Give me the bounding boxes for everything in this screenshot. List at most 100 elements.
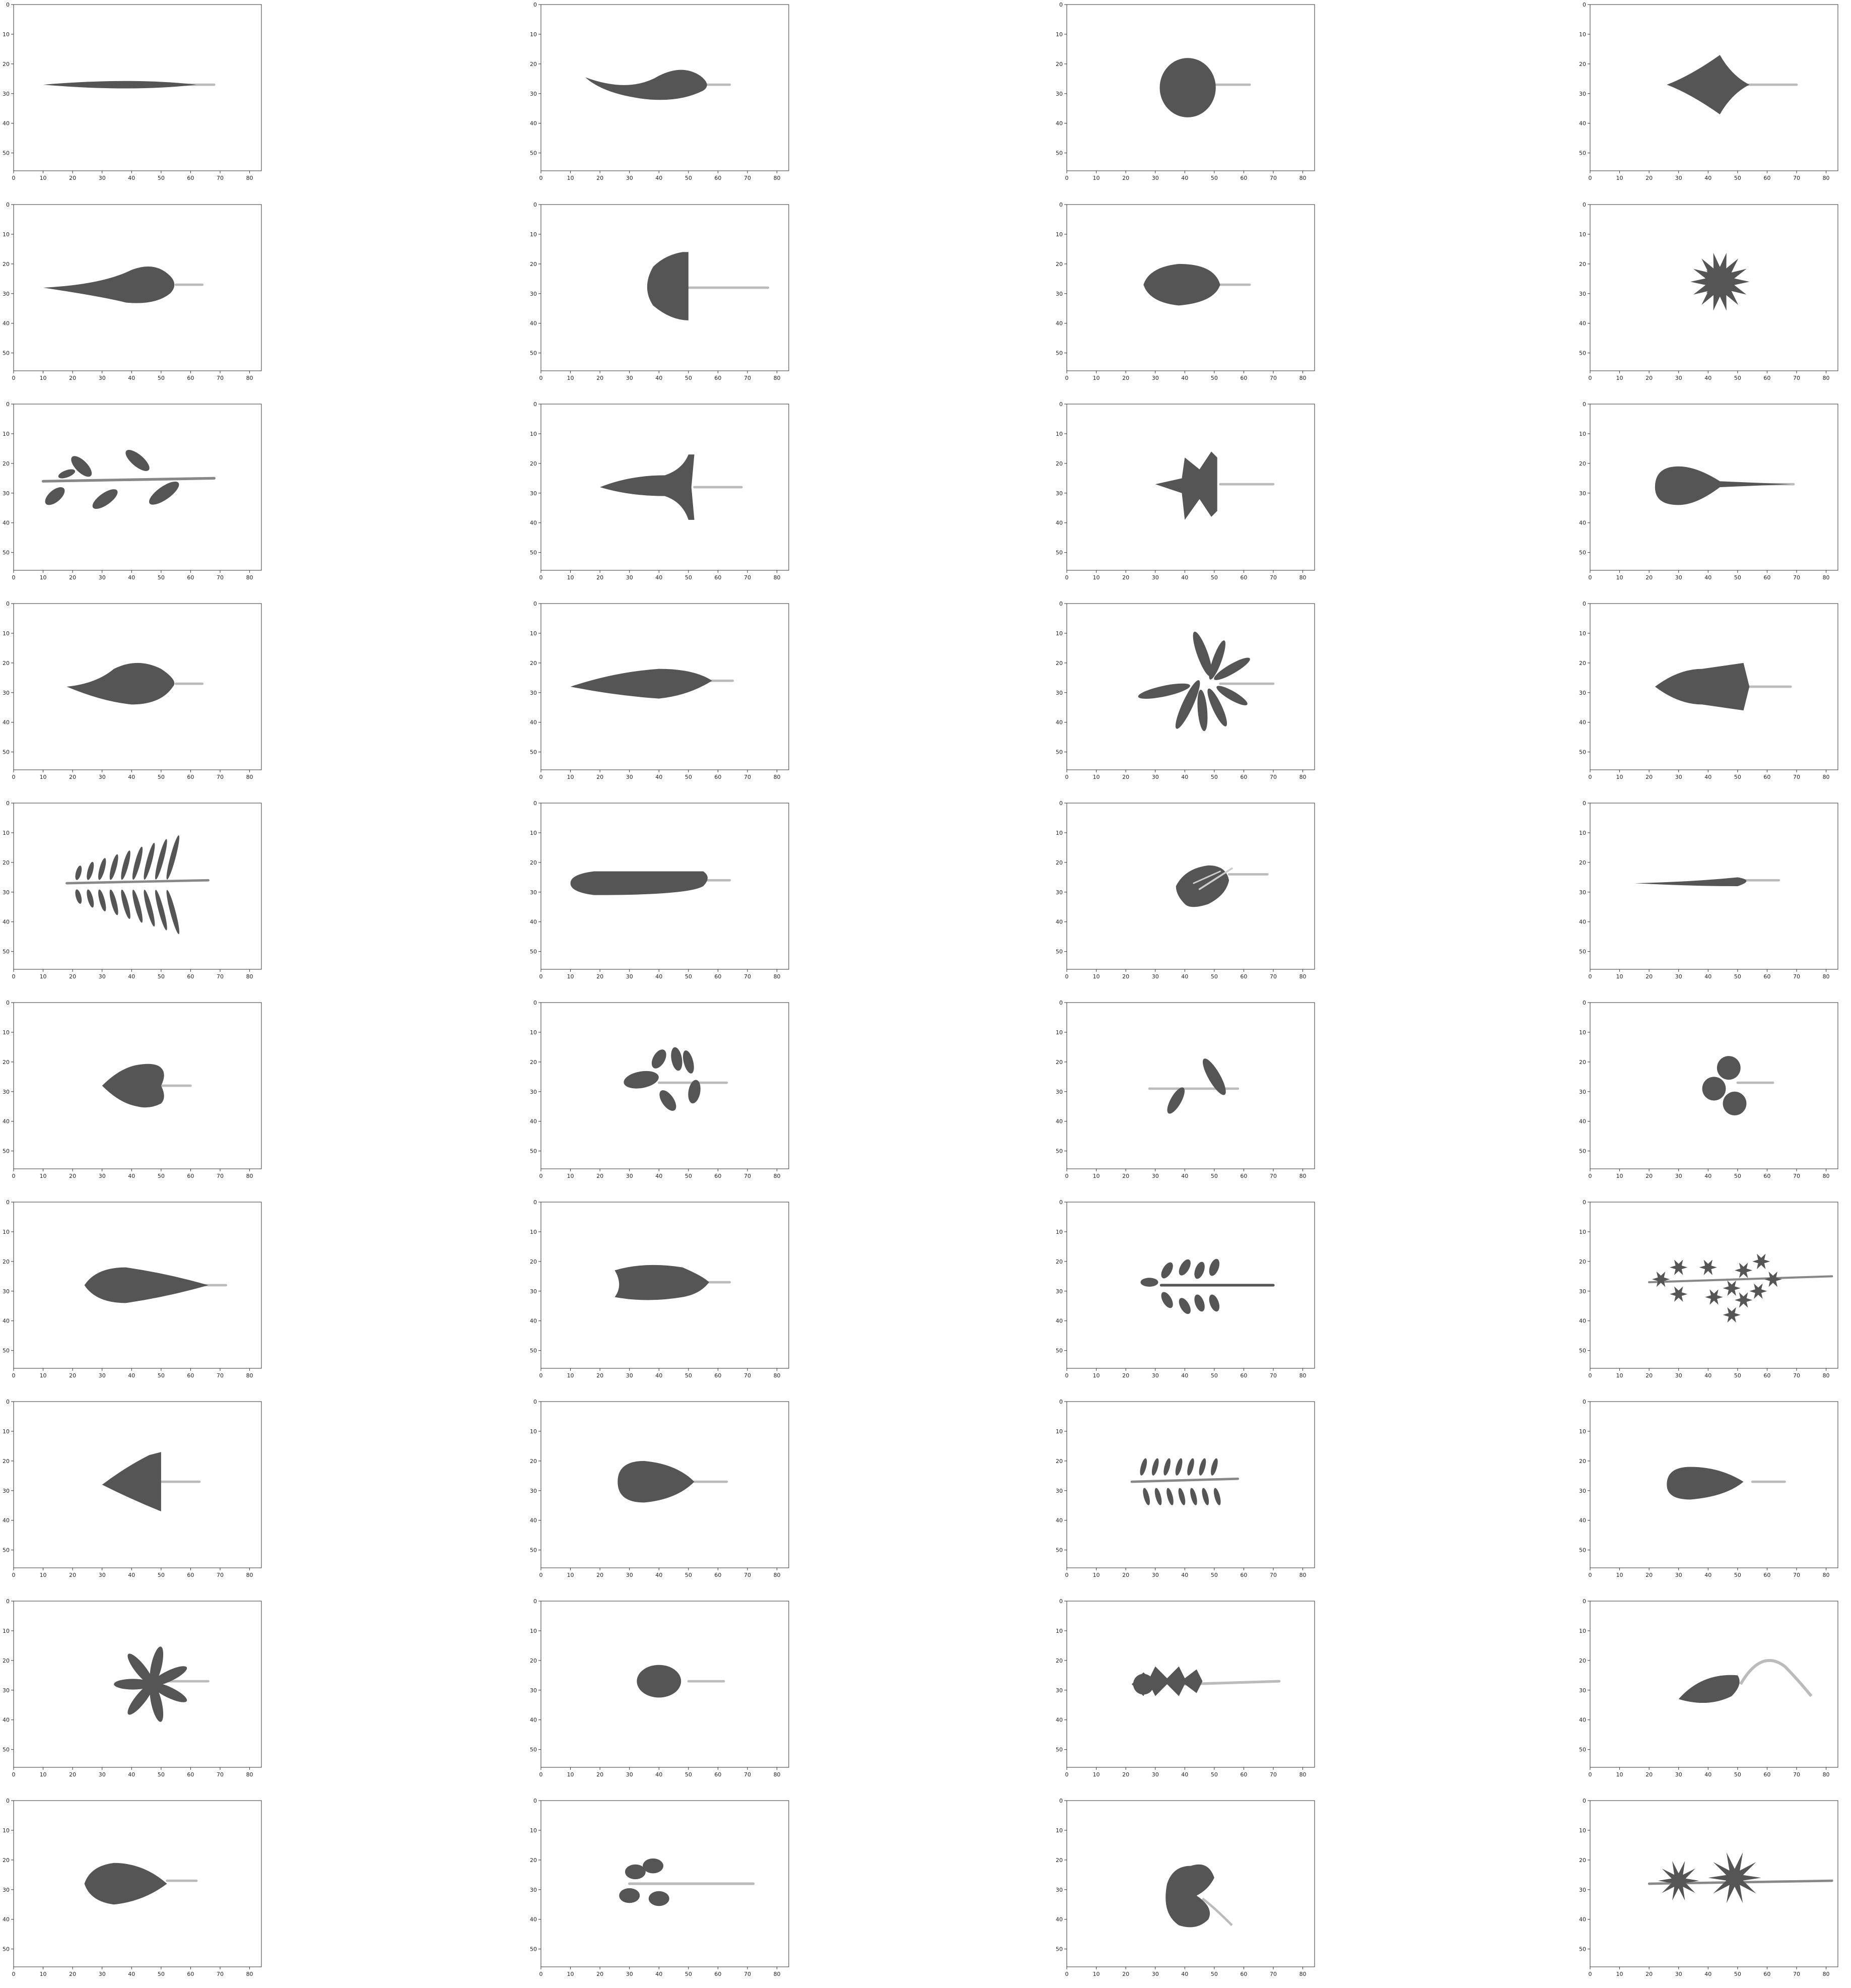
x-tick-label: 10	[40, 375, 47, 381]
x-tick-label: 70	[217, 175, 224, 181]
x-tick-label: 40	[1181, 1572, 1188, 1578]
x-tick-label: 0	[12, 375, 16, 381]
y-tick-label: 10	[3, 431, 10, 437]
x-tick-label: 60	[1763, 1572, 1770, 1578]
y-tick-label: 30	[1056, 1887, 1063, 1893]
x-tick-label: 70	[1270, 1572, 1277, 1578]
x-tick-label: 60	[1763, 574, 1770, 581]
y-tick-label: 30	[1579, 1089, 1586, 1095]
leaf-panel: 0 10 20 30 40 50 60 70 80 0 10 20 30 40 50	[3, 1399, 262, 1578]
x-tick-label: 50	[158, 1372, 165, 1379]
y-tick-label: 30	[1579, 291, 1586, 297]
x-tick-label: 50	[685, 375, 692, 381]
x-tick-label: 40	[1704, 375, 1711, 381]
y-tick-label: 0	[533, 401, 537, 408]
y-tick-label: 40	[1056, 1318, 1063, 1324]
y-tick-label: 0	[533, 1199, 537, 1206]
x-tick-label: 40	[1181, 1173, 1188, 1179]
y-tick-label: 40	[3, 1517, 10, 1524]
y-tick-label: 20	[530, 1458, 537, 1465]
y-tick-label: 20	[1579, 859, 1586, 866]
y-tick-label: 10	[3, 1628, 10, 1634]
y-tick-label: 30	[3, 291, 10, 297]
x-tick-label: 60	[1240, 375, 1247, 381]
y-tick-label: 20	[1579, 1059, 1586, 1066]
x-tick-label: 0	[1065, 1771, 1069, 1778]
x-tick-label: 0	[539, 175, 543, 181]
x-tick-label: 10	[1616, 375, 1623, 381]
x-tick-label: 30	[1675, 774, 1682, 780]
x-tick-label: 50	[1211, 1572, 1218, 1578]
y-tick-label: 20	[3, 1059, 10, 1066]
x-tick-label: 50	[158, 1572, 165, 1578]
x-tick-label: 10	[1616, 1372, 1623, 1379]
x-tick-label: 70	[217, 774, 224, 780]
x-tick-label: 70	[744, 1771, 751, 1778]
x-tick-label: 60	[1763, 375, 1770, 381]
lanceolate-leaf-image	[570, 669, 734, 699]
x-tick-label: 20	[1122, 1173, 1129, 1179]
y-tick-label: 30	[1056, 490, 1063, 497]
x-tick-label: 60	[187, 574, 194, 581]
x-tick-label: 20	[69, 973, 76, 980]
x-tick-label: 30	[99, 175, 106, 181]
x-tick-label: 30	[626, 1372, 633, 1379]
x-tick-label: 10	[567, 375, 574, 381]
x-tick-label: 10	[1616, 1173, 1623, 1179]
y-tick-label: 50	[3, 1547, 10, 1554]
x-tick-label: 30	[1675, 1971, 1682, 1977]
x-tick-label: 70	[1270, 1971, 1277, 1977]
y-tick-label: 20	[530, 1258, 537, 1265]
y-tick-label: 0	[1059, 1000, 1063, 1006]
x-tick-label: 10	[567, 1771, 574, 1778]
y-tick-label: 20	[3, 1857, 10, 1864]
x-tick-label: 80	[1299, 1173, 1307, 1179]
runcinate-leaf-image	[1131, 1666, 1281, 1696]
x-tick-label: 60	[187, 1971, 194, 1977]
x-tick-label: 40	[1181, 774, 1188, 780]
y-tick-label: 40	[1579, 120, 1586, 127]
y-tick-label: 20	[530, 1857, 537, 1864]
y-tick-label: 30	[1056, 1089, 1063, 1095]
x-tick-label: 20	[596, 1771, 603, 1778]
y-tick-label: 40	[530, 1118, 537, 1125]
y-tick-label: 10	[1579, 1827, 1586, 1834]
y-tick-label: 40	[3, 1118, 10, 1125]
y-tick-label: 30	[3, 490, 10, 497]
leaf-panel: 0 10 20 30 40 50 60 70 80 0 10 20 30 40 50	[530, 1199, 789, 1379]
thin-line-leaf-image	[43, 81, 216, 89]
y-tick-label: 20	[530, 1658, 537, 1664]
x-tick-label: 50	[158, 175, 165, 181]
x-tick-label: 60	[187, 774, 194, 780]
leaf-panel: 0 10 20 30 40 50 60 70 80 0 10 20 30 40 50	[530, 800, 789, 980]
y-tick-label: 10	[530, 830, 537, 836]
x-tick-label: 80	[1823, 973, 1830, 980]
y-tick-label: 0	[533, 800, 537, 807]
x-tick-label: 50	[685, 1372, 692, 1379]
y-tick-label: 30	[1579, 1288, 1586, 1295]
x-tick-label: 10	[1093, 774, 1100, 780]
x-tick-label: 40	[655, 375, 662, 381]
x-tick-label: 20	[1122, 1971, 1129, 1977]
y-tick-label: 10	[1056, 1428, 1063, 1435]
y-tick-label: 10	[530, 1428, 537, 1435]
leaf-panel: 0 10 20 30 40 50 60 70 80 0 10 20 30 40 50	[3, 202, 262, 381]
y-tick-label: 30	[3, 1488, 10, 1494]
x-tick-label: 50	[685, 973, 692, 980]
x-tick-label: 50	[158, 1971, 165, 1977]
y-tick-label: 20	[530, 61, 537, 68]
x-tick-label: 40	[655, 1173, 662, 1179]
x-tick-label: 0	[1065, 1971, 1069, 1977]
x-tick-label: 10	[40, 973, 47, 980]
x-tick-label: 20	[596, 973, 603, 980]
y-tick-label: 0	[6, 2, 10, 8]
x-tick-label: 30	[1675, 1572, 1682, 1578]
x-tick-label: 0	[1589, 574, 1592, 581]
x-tick-label: 70	[1270, 973, 1277, 980]
x-tick-label: 20	[69, 1572, 76, 1578]
x-tick-label: 20	[1122, 175, 1129, 181]
leaf-panel: 0 10 20 30 40 50 60 70 80 0 10 20 30 40 50	[1056, 1399, 1315, 1578]
y-tick-label: 40	[3, 719, 10, 726]
y-tick-label: 10	[1579, 231, 1586, 238]
x-tick-label: 0	[1065, 175, 1069, 181]
